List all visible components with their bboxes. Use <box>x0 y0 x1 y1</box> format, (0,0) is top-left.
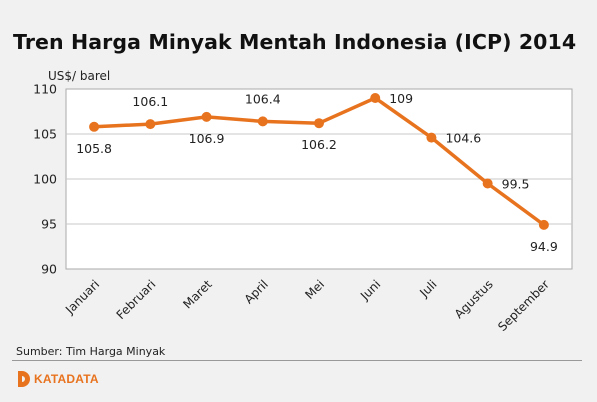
data-point <box>314 118 324 129</box>
y-tick-label: 100 <box>33 172 57 187</box>
data-point <box>482 178 493 189</box>
y-tick-label: 110 <box>33 82 57 97</box>
data-point <box>145 119 156 130</box>
y-tick-label: 95 <box>41 217 57 232</box>
chart-title: Tren Harga Minyak Mentah Indonesia (ICP)… <box>13 30 577 54</box>
data-labels: 105.8 106.1 106.9 106.4 106.2 109 104.6 99.5 94.… <box>76 91 558 254</box>
data-label: 106.4 <box>245 91 281 106</box>
x-tick-label: Maret <box>180 277 214 311</box>
data-label: 94.9 <box>530 239 558 254</box>
data-label: 106.2 <box>301 137 337 152</box>
x-tick-label: September <box>495 277 552 334</box>
x-tick-label: Januari <box>62 277 102 317</box>
data-label: 99.5 <box>502 177 530 192</box>
y-tick-label: 90 <box>41 262 57 277</box>
y-ticks: 90 95 100 105 110 <box>33 82 57 277</box>
data-label: 106.1 <box>132 94 168 109</box>
brand-name: KATADATA <box>34 372 99 386</box>
x-tick-label: Agustus <box>452 277 496 321</box>
y-axis-label: US$/ barel <box>48 69 111 83</box>
y-tick-label: 105 <box>33 127 57 142</box>
x-tick-label: Februari <box>114 277 159 322</box>
divider <box>12 360 582 361</box>
x-tick-label: Juli <box>416 277 439 300</box>
data-point <box>426 132 437 143</box>
data-point <box>89 121 100 132</box>
source-note: Sumber: Tim Harga Minyak <box>16 345 166 358</box>
x-tick-label: Mei <box>302 277 327 302</box>
data-label: 106.9 <box>189 131 225 146</box>
data-point <box>538 219 549 230</box>
x-tick-label: Juni <box>357 277 383 303</box>
x-ticks: Januari Februari Maret April Mei Juni Juli Agus… <box>62 277 552 334</box>
x-tick-label: April <box>242 277 271 306</box>
data-label: 109 <box>389 91 413 106</box>
data-points <box>89 93 549 230</box>
brand-logo: KATADATA <box>18 371 99 387</box>
katadata-logo-icon <box>18 371 30 387</box>
data-point <box>201 111 212 122</box>
data-label: 105.8 <box>76 141 112 156</box>
data-point <box>257 116 268 127</box>
data-point <box>370 93 381 103</box>
data-label: 104.6 <box>445 131 481 146</box>
